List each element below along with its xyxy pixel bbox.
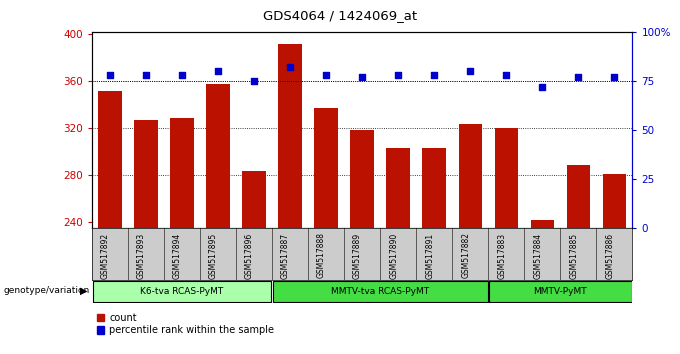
Bar (530, 220, 554, 354)
Point (105, 72, 116, 78)
Text: GDS4064 / 1424069_at: GDS4064 / 1424069_at (263, 9, 417, 22)
Legend: count, percentile rank within the sample: count, percentile rank within the sample (97, 313, 274, 335)
Bar (170, 118, 194, 354)
Text: GSM517887: GSM517887 (281, 233, 290, 279)
Point (176, 72, 187, 78)
Text: K6-tva RCAS-PyMT: K6-tva RCAS-PyMT (140, 287, 224, 296)
FancyBboxPatch shape (92, 281, 271, 302)
Point (609, 74, 619, 80)
Bar (458, 124, 482, 354)
Point (356, 74, 367, 80)
Text: MMTV-PyMT: MMTV-PyMT (534, 287, 587, 296)
Bar (278, 44, 302, 354)
Text: GSM517895: GSM517895 (209, 233, 218, 279)
Point (320, 72, 331, 78)
Text: GSM517889: GSM517889 (353, 233, 362, 279)
Point (500, 72, 511, 78)
Text: GSM517891: GSM517891 (425, 233, 434, 279)
Point (141, 72, 152, 78)
Text: GSM517884: GSM517884 (533, 233, 542, 279)
Text: GSM517893: GSM517893 (137, 233, 146, 279)
Text: GSM517888: GSM517888 (317, 233, 326, 279)
Point (464, 68, 475, 74)
Text: MMTV-tva RCAS-PyMT: MMTV-tva RCAS-PyMT (331, 287, 429, 296)
Text: genotype/variation: genotype/variation (3, 286, 90, 296)
Bar (350, 130, 374, 354)
Bar (314, 108, 338, 354)
Bar (566, 165, 590, 354)
Point (248, 78, 259, 84)
Text: ▶: ▶ (80, 286, 87, 296)
Point (428, 72, 439, 78)
Bar (494, 129, 518, 354)
Point (392, 72, 403, 78)
Bar (98, 91, 122, 354)
Text: GSM517896: GSM517896 (245, 233, 254, 279)
Text: GSM517894: GSM517894 (173, 233, 182, 279)
Point (537, 84, 547, 90)
Text: GSM517886: GSM517886 (605, 233, 614, 279)
Point (284, 64, 295, 70)
FancyBboxPatch shape (273, 281, 488, 302)
Text: GSM517885: GSM517885 (569, 233, 578, 279)
Bar (206, 84, 230, 354)
Point (212, 68, 223, 74)
Bar (602, 174, 626, 354)
Text: GSM517882: GSM517882 (461, 233, 470, 279)
Bar (242, 171, 266, 354)
Text: GSM517883: GSM517883 (497, 233, 506, 279)
Bar (422, 148, 446, 354)
FancyBboxPatch shape (489, 281, 632, 302)
Bar (386, 148, 410, 354)
Bar (134, 120, 158, 354)
Text: GSM517890: GSM517890 (389, 233, 398, 279)
Text: GSM517892: GSM517892 (101, 233, 110, 279)
Point (573, 74, 583, 80)
